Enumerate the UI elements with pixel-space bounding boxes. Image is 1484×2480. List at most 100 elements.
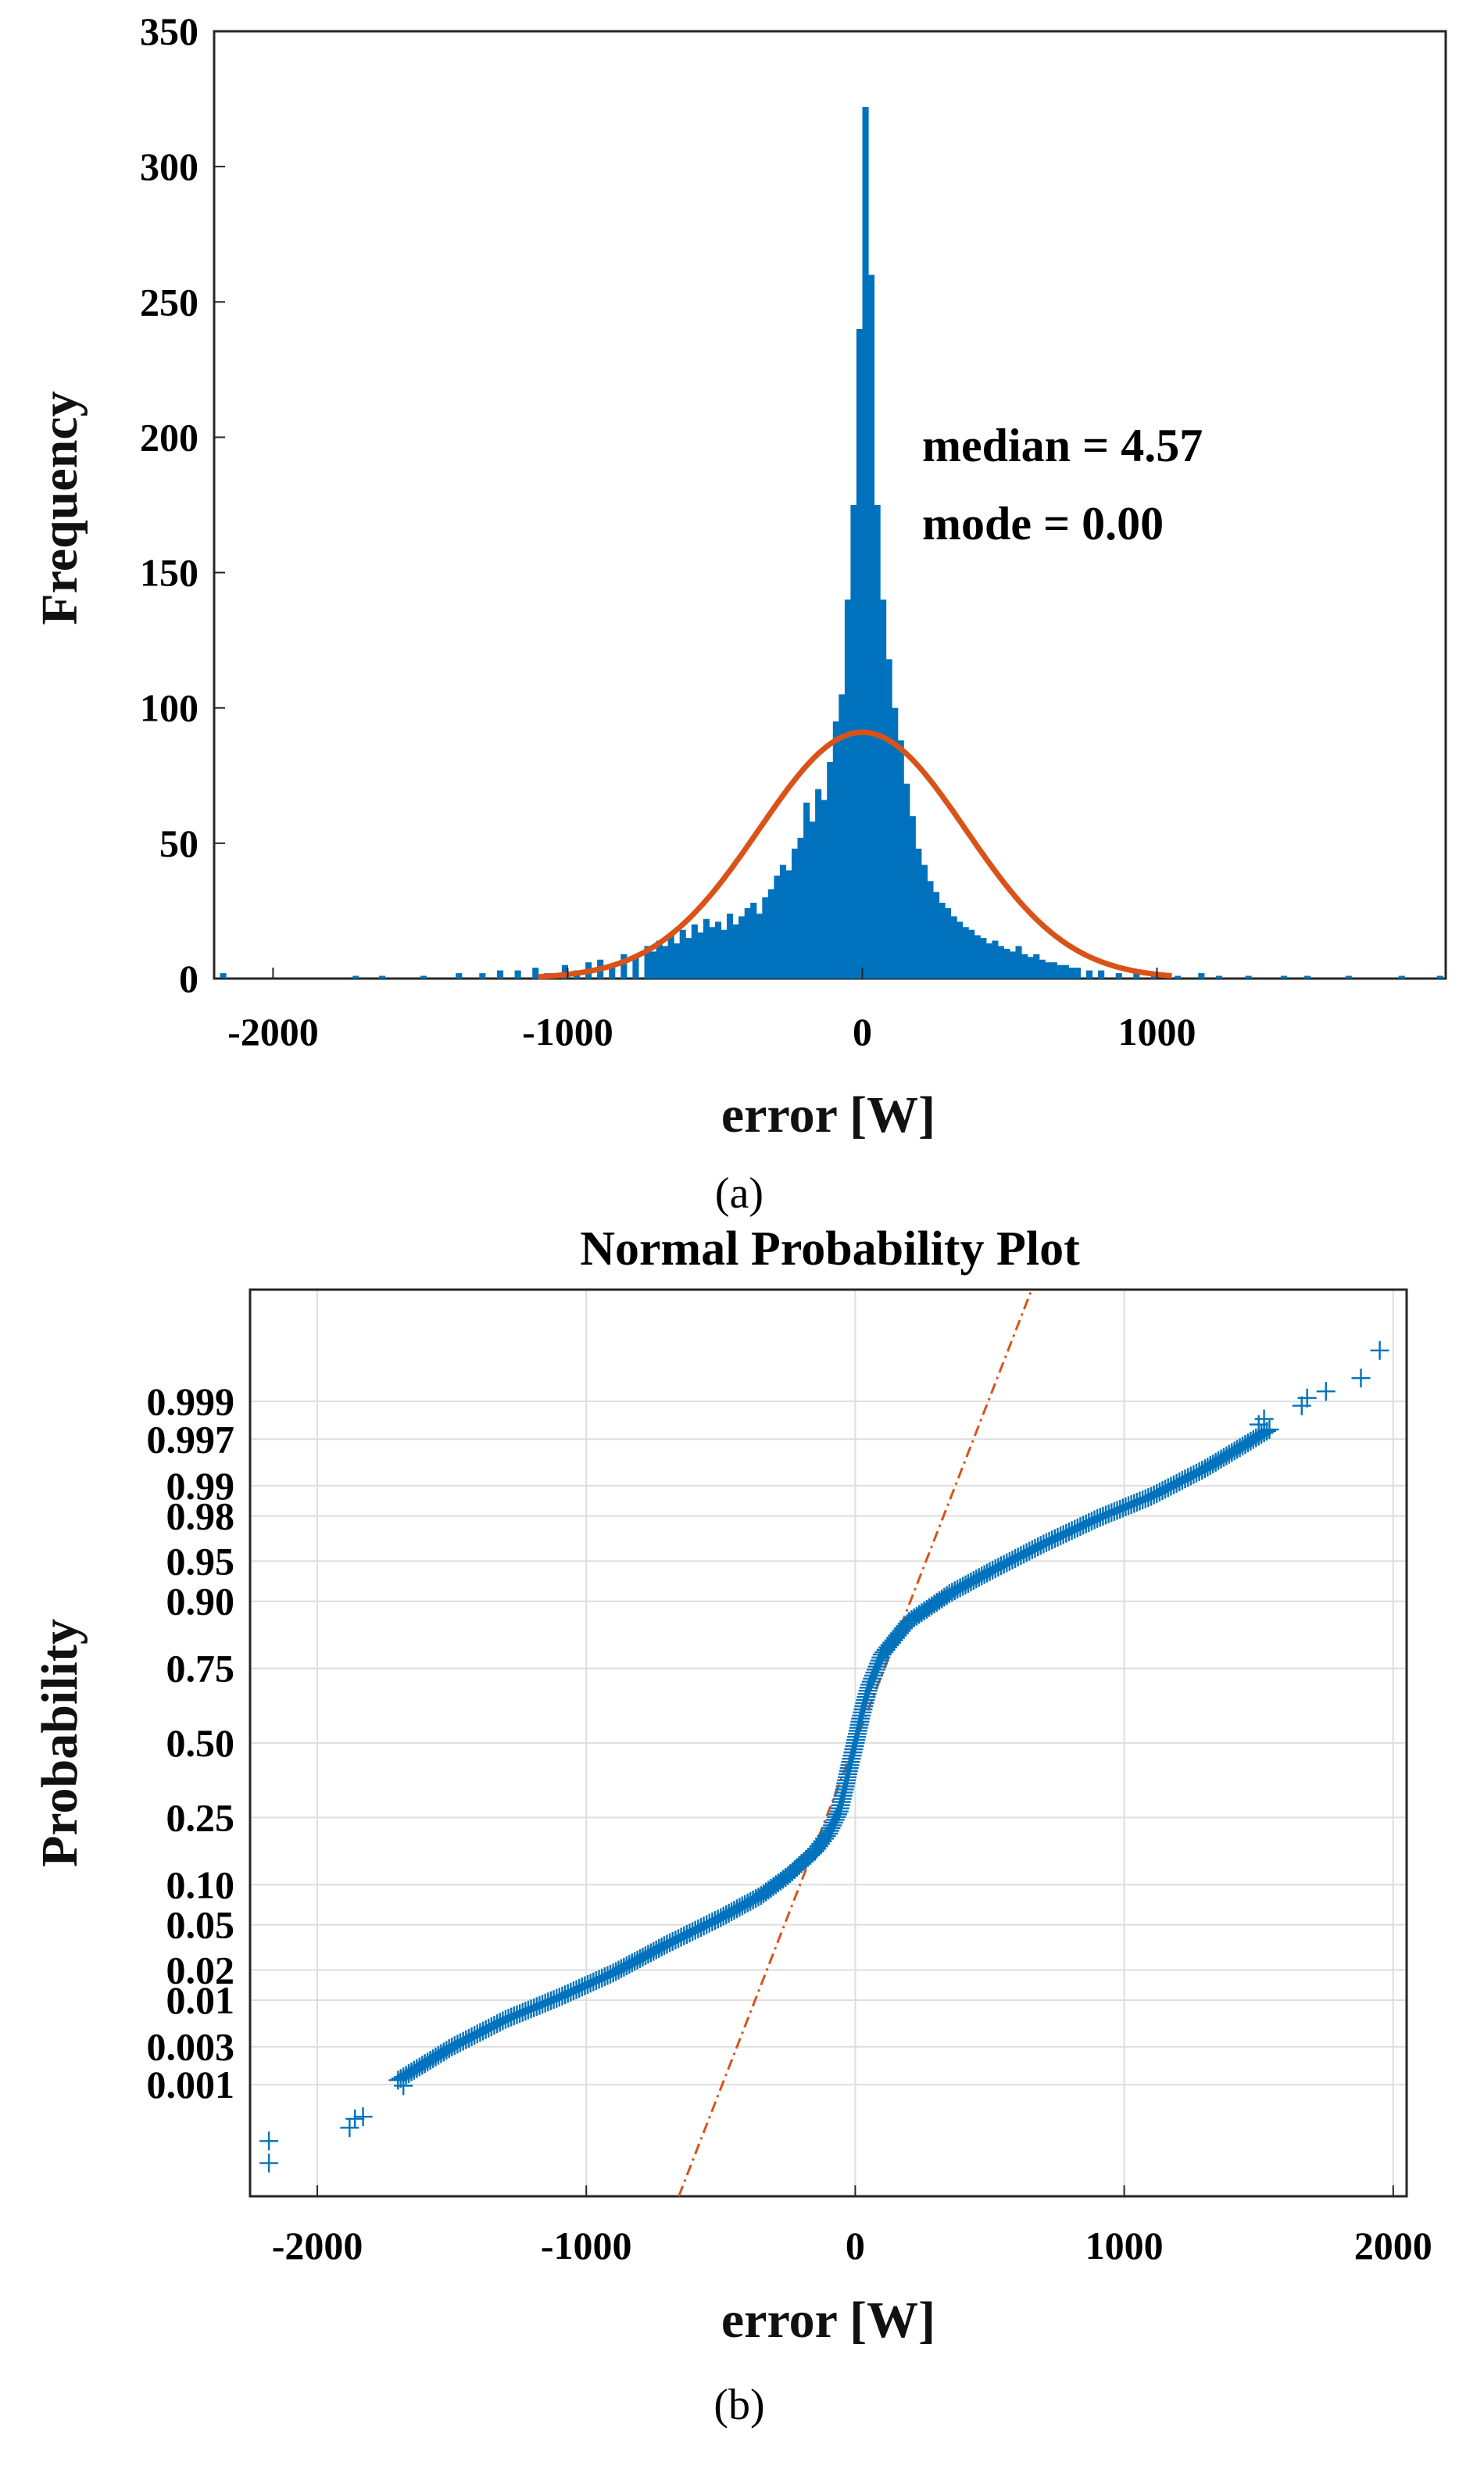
histogram-bar bbox=[1068, 968, 1075, 979]
histogram-bar bbox=[479, 973, 486, 979]
probability-point-marker bbox=[932, 1589, 952, 1609]
histogram-bar bbox=[779, 864, 786, 979]
probability-point-marker bbox=[914, 1601, 934, 1621]
histogram-bar bbox=[732, 924, 739, 979]
histogram-bar bbox=[632, 957, 639, 979]
probability-plot-title: Normal Probability Plot bbox=[580, 1222, 1080, 1276]
histogram-bar bbox=[756, 913, 763, 979]
histogram-bar bbox=[691, 924, 698, 979]
histogram-bar bbox=[561, 964, 568, 979]
histogram-bar bbox=[856, 328, 863, 979]
histogram-bar bbox=[968, 929, 975, 979]
probability-plot-y-label: Probability bbox=[31, 1619, 88, 1867]
probability-point-marker bbox=[1260, 1419, 1279, 1439]
histogram-bar bbox=[974, 935, 981, 979]
histogram-bar bbox=[892, 707, 899, 979]
histogram-bar bbox=[667, 935, 674, 979]
histogram-y-tick-label: 250 bbox=[140, 280, 198, 324]
histogram-bar bbox=[774, 875, 781, 979]
histogram-bar bbox=[945, 908, 952, 979]
histogram-bar bbox=[1398, 975, 1405, 979]
probability-point-marker bbox=[912, 1603, 932, 1623]
histogram-bar bbox=[980, 938, 987, 979]
histogram-bar bbox=[1345, 975, 1352, 979]
histogram-bar bbox=[785, 870, 792, 979]
histogram-y-tick-label: 350 bbox=[140, 9, 198, 53]
histogram-bar bbox=[803, 802, 810, 979]
histogram-bar bbox=[1098, 970, 1105, 979]
probability-y-tick-label: 0.003 bbox=[147, 2025, 235, 2069]
histogram-bar bbox=[532, 968, 539, 979]
probability-point-marker bbox=[353, 2107, 373, 2127]
probability-point-marker bbox=[927, 1593, 946, 1612]
probability-y-tick-label: 0.001 bbox=[147, 2063, 235, 2106]
probability-point-marker bbox=[937, 1586, 957, 1605]
histogram-bar bbox=[1057, 964, 1064, 979]
histogram-y-tick-label: 200 bbox=[140, 415, 198, 459]
histogram-bar bbox=[1021, 954, 1028, 979]
histogram-bar bbox=[697, 932, 704, 979]
histogram-bar bbox=[885, 659, 892, 979]
histogram-y-tick-label: 100 bbox=[140, 686, 198, 730]
probability-y-tick-label: 0.75 bbox=[166, 1647, 235, 1691]
histogram-bar bbox=[792, 848, 799, 979]
histogram-bar bbox=[1050, 962, 1057, 979]
probability-y-tick-label: 0.90 bbox=[166, 1580, 235, 1623]
probability-plot-x-label: error [W] bbox=[721, 2292, 935, 2349]
histogram-bar bbox=[839, 694, 846, 979]
probability-x-tick-label: 0 bbox=[846, 2224, 865, 2267]
histogram-panel: -2000 -1000 0 1000 0 50 100 150 200 250 300 350 me… bbox=[31, 9, 1447, 1218]
histogram-y-tick-label: 150 bbox=[140, 551, 198, 595]
probability-x-tick-label: -1000 bbox=[541, 2224, 632, 2267]
histogram-bar bbox=[220, 973, 227, 979]
probability-point-marker bbox=[917, 1599, 936, 1619]
histogram-bar bbox=[750, 903, 757, 979]
histogram-bar bbox=[903, 783, 910, 979]
histogram-x-tick-label: -1000 bbox=[522, 1010, 613, 1054]
probability-point-marker bbox=[1254, 1409, 1274, 1429]
histogram-bar bbox=[844, 599, 851, 979]
probability-plot-x-ticks: -2000 -1000 0 1000 2000 bbox=[272, 2185, 1432, 2267]
histogram-bars bbox=[220, 107, 1443, 979]
histogram-bar bbox=[850, 505, 857, 979]
probability-point-marker bbox=[1370, 1340, 1389, 1360]
histogram-bar bbox=[1175, 975, 1182, 979]
histogram-bar bbox=[1215, 975, 1222, 979]
probability-x-tick-label: -2000 bbox=[272, 2224, 363, 2267]
histogram-bar bbox=[933, 892, 940, 979]
histogram-bar bbox=[456, 973, 463, 979]
histogram-y-tick-label: 0 bbox=[179, 957, 198, 1000]
histogram-y-ticks: 0 50 100 150 200 250 300 350 bbox=[140, 9, 225, 1000]
histogram-bar bbox=[662, 946, 669, 979]
histogram-bar bbox=[1010, 951, 1017, 979]
histogram-bar bbox=[715, 922, 722, 979]
probability-point-marker bbox=[922, 1596, 942, 1616]
probability-point-marker bbox=[920, 1598, 939, 1617]
probability-y-tick-label: 0.05 bbox=[166, 1903, 235, 1947]
histogram-bar bbox=[1039, 959, 1046, 979]
histogram-bar bbox=[1436, 975, 1443, 979]
histogram-bar bbox=[744, 908, 751, 979]
histogram-bar bbox=[1015, 946, 1022, 979]
histogram-bar bbox=[1033, 954, 1040, 979]
histogram-y-tick-label: 300 bbox=[140, 145, 198, 188]
histogram-bar bbox=[1086, 970, 1093, 979]
probability-point-marker bbox=[902, 1610, 921, 1630]
histogram-bar bbox=[962, 927, 969, 979]
probability-point-marker bbox=[817, 1827, 836, 1846]
histogram-bar bbox=[762, 897, 769, 979]
histogram-bar bbox=[1280, 975, 1287, 979]
probability-point-marker bbox=[345, 2109, 365, 2128]
histogram-bar bbox=[709, 927, 716, 979]
probability-y-tick-label: 0.01 bbox=[166, 1978, 235, 2022]
histogram-x-tick-label: 0 bbox=[853, 1010, 872, 1054]
histogram-bar bbox=[1304, 975, 1311, 979]
probability-plot-panel: Normal Probability Plot -2000 -1000 0 1000 2… bbox=[31, 1222, 1432, 2429]
probability-points bbox=[259, 1340, 1389, 2173]
histogram-bar bbox=[880, 599, 887, 979]
histogram-bar bbox=[1115, 973, 1122, 979]
histogram-bar bbox=[815, 789, 822, 979]
histogram-bar bbox=[497, 970, 504, 979]
